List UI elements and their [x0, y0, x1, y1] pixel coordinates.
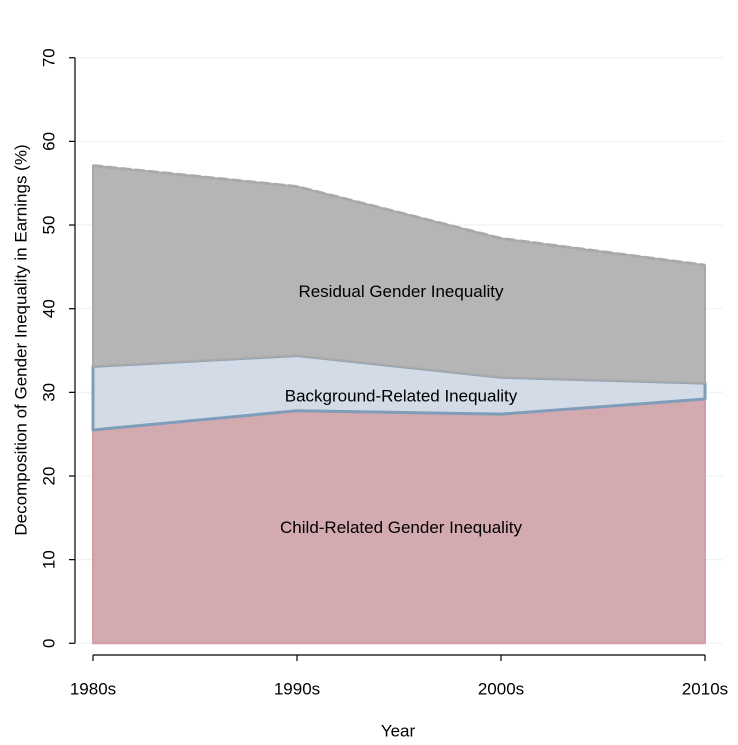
- y-tick-label: 50: [39, 216, 58, 235]
- area: [92, 164, 706, 385]
- area-label: Background-Related Inequality: [285, 387, 518, 406]
- area-label: Residual Gender Inequality: [298, 282, 504, 301]
- y-tick-label: 40: [39, 299, 58, 318]
- y-tick-label: 20: [39, 467, 58, 486]
- x-tick-label: 1990s: [274, 679, 320, 698]
- y-axis-label: Decomposition of Gender Inequality in Ea…: [11, 144, 30, 535]
- y-tick-label: 0: [39, 639, 58, 648]
- x-tick-label: 2000s: [478, 679, 524, 698]
- x-tick-label: 2010s: [682, 679, 728, 698]
- area-top-line: [92, 164, 706, 267]
- y-tick-label: 10: [39, 550, 58, 569]
- x-tick-label: 1980s: [70, 679, 116, 698]
- y-tick-label: 30: [39, 383, 58, 402]
- y-tick-label: 70: [39, 48, 58, 67]
- y-tick-label: 60: [39, 132, 58, 151]
- x-axis-label: Year: [381, 721, 416, 740]
- area-label: Child-Related Gender Inequality: [280, 518, 522, 537]
